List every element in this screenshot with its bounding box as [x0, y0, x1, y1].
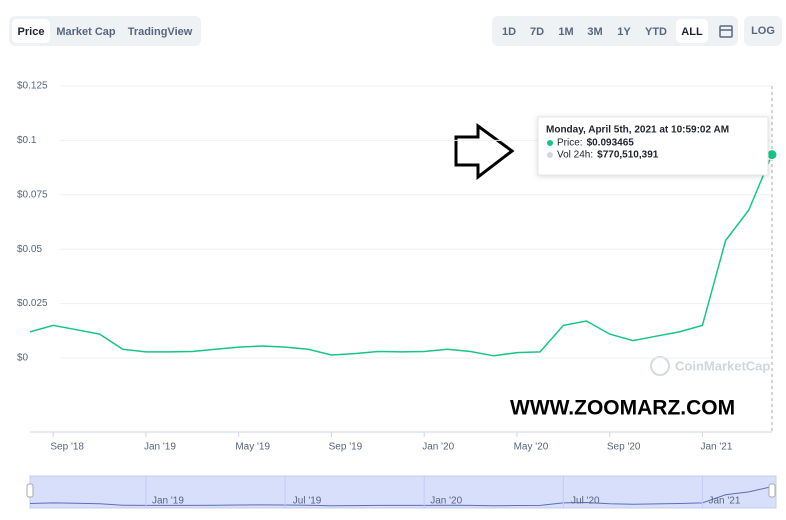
watermark-logo	[650, 356, 670, 376]
tooltip-label: Vol 24h:	[557, 150, 593, 161]
calendar-icon[interactable]	[719, 25, 733, 38]
navigator[interactable]	[29, 475, 777, 509]
navigator-tick-label: Jan '20	[430, 496, 462, 507]
navigator-line	[29, 486, 773, 507]
tooltip-label: Price:	[557, 138, 583, 149]
tooltip-box	[537, 116, 769, 176]
x-tick-label: Sep '18	[50, 442, 84, 453]
tab[interactable]: Price	[18, 26, 45, 38]
x-tick-label: Jan '21	[700, 442, 732, 453]
arrow	[454, 123, 515, 181]
y-tick-label: $0	[17, 353, 29, 364]
y-tick-label: $0.075	[17, 189, 48, 200]
overlay-text: WWW.ZOOMARZ.COM	[510, 397, 735, 420]
range-button[interactable]: 1M	[558, 26, 573, 38]
x-tick-label: Jan '19	[144, 442, 176, 453]
navigator-tick-label: Jan '21	[708, 496, 740, 507]
tooltip-value: $770,510,391	[597, 150, 659, 161]
log-bar	[744, 16, 782, 46]
navigator-handle[interactable]	[26, 483, 34, 498]
y-tick-label: $0.1	[17, 135, 37, 146]
range-button[interactable]: 7D	[530, 26, 544, 38]
tooltip-dot	[547, 152, 553, 158]
tooltip-dot	[547, 140, 553, 146]
tab[interactable]: TradingView	[128, 26, 193, 38]
tooltip-value: $0.093465	[587, 138, 635, 149]
navigator-handle[interactable]	[768, 483, 776, 498]
tooltip-title: Monday, April 5th, 2021 at 10:59:02 AM	[546, 125, 729, 136]
y-tick-label: $0.05	[17, 244, 42, 255]
navigator-tick-label: Jul '19	[293, 496, 322, 507]
price-line	[29, 154, 773, 357]
range-button[interactable]: ALL	[681, 26, 703, 38]
range-button[interactable]: 1D	[502, 26, 516, 38]
x-tick-label: Jan '20	[422, 442, 454, 453]
x-tick-label: Sep '19	[329, 442, 363, 453]
range-active	[676, 19, 708, 43]
navigator-tick-label: Jan '19	[152, 496, 184, 507]
navigator-tick-label: Jul '20	[571, 496, 600, 507]
log-button[interactable]: LOG	[751, 25, 775, 37]
tab-bar	[9, 16, 201, 46]
tab[interactable]: Market Cap	[56, 26, 116, 38]
range-button[interactable]: 1Y	[617, 26, 631, 38]
x-tick-label: Sep '20	[607, 442, 641, 453]
range-button[interactable]: 3M	[587, 26, 602, 38]
range-button[interactable]: YTD	[645, 26, 667, 38]
y-tick-label: $0.025	[17, 298, 48, 309]
y-tick-label: $0.125	[17, 81, 48, 92]
x-tick-label: May '19	[235, 442, 270, 453]
x-tick-label: May '20	[514, 442, 549, 453]
tab-active	[12, 19, 50, 43]
watermark: CoinMarketCap	[675, 358, 770, 373]
